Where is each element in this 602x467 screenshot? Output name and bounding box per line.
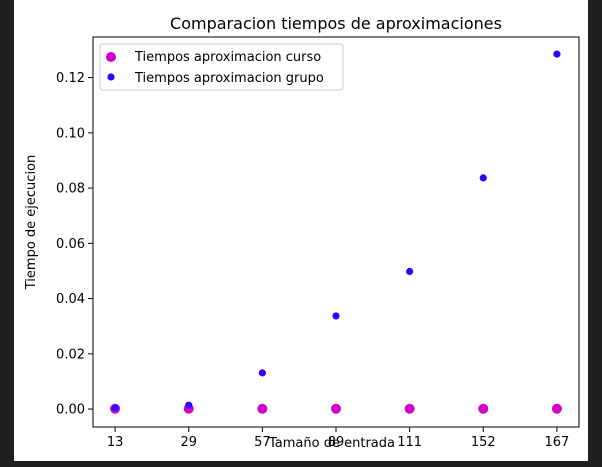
legend-box [99, 43, 344, 91]
x-tick-label: 167 [544, 435, 569, 450]
scatter-chart: 13 29 57 89 111 152 167 0.00 0.02 0.04 0.06 0.08 0.… [24, 14, 580, 451]
y-tick-label: 0.02 [56, 347, 85, 362]
x-tick-label: 152 [471, 435, 496, 450]
point-grupo [185, 401, 193, 409]
point-grupo [406, 267, 414, 276]
y-tick-label: 0.08 [56, 182, 85, 197]
point-grupo [111, 404, 119, 412]
point-curso [404, 403, 415, 414]
y-tick-label: 0.06 [56, 237, 85, 252]
y-axis-label: Tiempo de ejecucion [24, 155, 39, 290]
y-tick-label: 0.00 [56, 403, 85, 418]
point-grupo [479, 174, 487, 182]
x-tick-label: 89 [328, 435, 345, 450]
chart-figure: 13 29 57 89 111 152 167 0.00 0.02 0.04 0.06 0.08 0.… [14, 0, 588, 461]
point-curso [551, 403, 562, 414]
point-curso [257, 403, 268, 414]
legend-marker-grupo [107, 73, 115, 81]
legend-marker-curso [106, 52, 116, 62]
legend: Tiempos aproximacion curso Tiempos aprox… [99, 43, 344, 91]
x-tick-label: 57 [254, 435, 271, 450]
x-axis-label: Tamaño de entrada [268, 436, 395, 451]
plot-frame [92, 36, 580, 428]
point-grupo [332, 312, 340, 320]
chart-title: Comparacion tiempos de aproximaciones [170, 14, 502, 33]
point-curso [331, 403, 341, 414]
plot-background [93, 37, 579, 427]
x-tick-label: 13 [107, 435, 124, 450]
y-tick-label: 0.12 [56, 71, 85, 86]
x-tick-label: 29 [180, 435, 197, 450]
point-curso [478, 403, 489, 414]
point-grupo [553, 50, 561, 58]
y-tick-label: 0.10 [56, 126, 85, 141]
x-tick-label: 111 [397, 435, 422, 450]
point-grupo [258, 369, 266, 377]
y-tick-label: 0.04 [56, 292, 85, 307]
legend-label-curso: Tiempos aproximacion curso [134, 50, 321, 65]
legend-label-grupo: Tiempos aproximacion grupo [134, 71, 324, 86]
